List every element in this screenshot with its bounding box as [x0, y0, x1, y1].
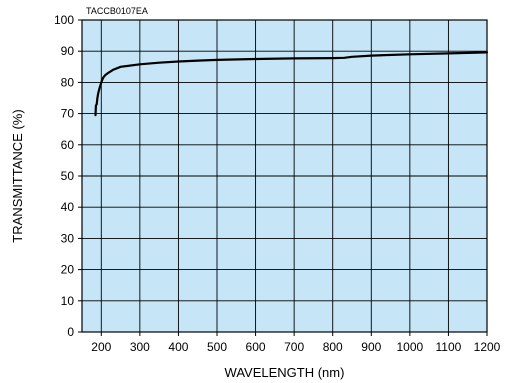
x-axis-title: WAVELENGTH (nm) — [225, 365, 345, 380]
y-tick-label: 100 — [54, 13, 74, 27]
y-tick-label: 0 — [67, 325, 74, 339]
x-tick-label: 1100 — [436, 340, 462, 354]
y-tick-label: 90 — [61, 44, 75, 58]
x-tick-label: 500 — [207, 340, 227, 354]
y-tick-label: 30 — [61, 231, 75, 245]
x-tick-label: 800 — [323, 340, 343, 354]
x-axis: 200 300 400 500 600 700 800 900 1000 1100 1200 — [91, 332, 501, 354]
y-tick-label: 80 — [61, 75, 75, 89]
x-tick-label: 300 — [130, 340, 150, 354]
x-tick-label: 200 — [91, 340, 111, 354]
y-tick-label: 60 — [61, 138, 75, 152]
y-axis-title: TRANSMITTANCE (%) — [10, 109, 25, 242]
y-tick-label: 50 — [61, 169, 75, 183]
y-tick-label: 40 — [61, 200, 75, 214]
x-tick-label: 700 — [284, 340, 304, 354]
y-tick-label: 10 — [61, 294, 75, 308]
y-axis: 0 10 20 30 40 50 60 70 80 90 100 — [54, 13, 82, 339]
y-tick-label: 20 — [61, 263, 75, 277]
x-tick-label: 400 — [168, 340, 188, 354]
y-tick-label: 70 — [61, 107, 75, 121]
x-tick-label: 1000 — [397, 340, 424, 354]
x-tick-label: 600 — [246, 340, 266, 354]
x-tick-label: 900 — [361, 340, 381, 354]
transmittance-line — [94, 51, 489, 117]
figure-code: TACCB0107EA — [86, 6, 148, 16]
x-tick-label: 1200 — [474, 340, 501, 354]
